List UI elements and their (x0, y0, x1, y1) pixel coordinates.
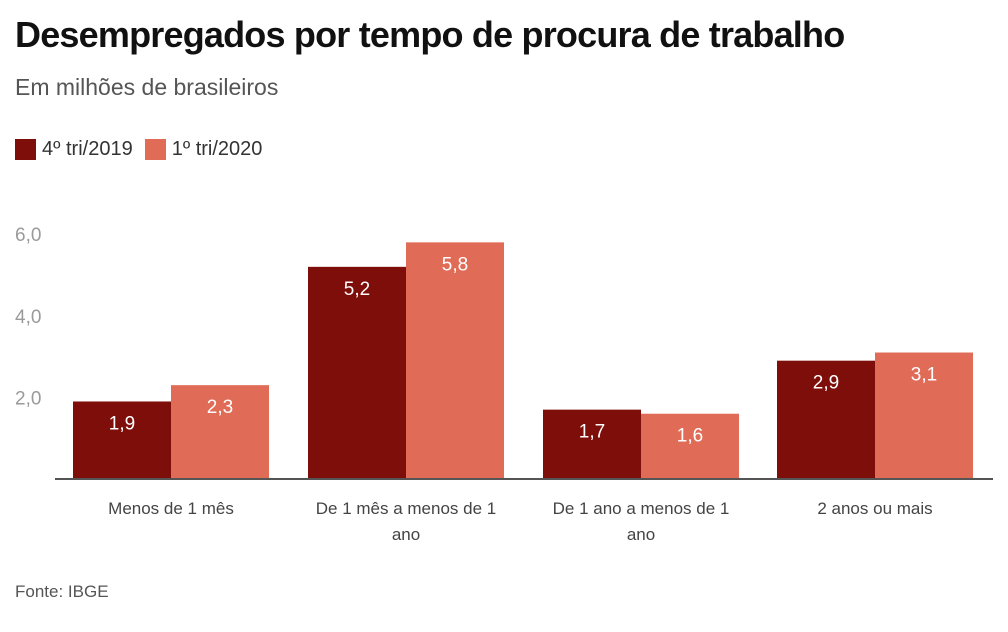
x-tick-label: 2 anos ou mais (817, 499, 932, 518)
legend-label-2019: 4º tri/2019 (42, 138, 133, 160)
legend: 4º tri/2019 1º tri/2020 (15, 138, 274, 161)
bar-2019 (308, 266, 406, 479)
y-tick-label: 6,0 (15, 225, 41, 246)
bar-2020 (641, 413, 739, 479)
data-label: 5,8 (442, 254, 468, 275)
data-label: 1,6 (677, 426, 703, 447)
data-label: 5,2 (344, 279, 370, 300)
y-tick-label: 2,0 (15, 388, 41, 409)
x-tick-label: Menos de 1 mês (108, 499, 234, 518)
data-label: 1,7 (579, 422, 605, 443)
x-tick-label: ano (627, 525, 655, 544)
x-tick-label: De 1 ano a menos de 1 (553, 499, 730, 518)
bar-2019 (543, 409, 641, 479)
bar-2020 (171, 385, 269, 479)
data-label: 1,9 (109, 413, 135, 434)
bar-2019 (73, 401, 171, 479)
source-note: Fonte: IBGE (15, 582, 109, 601)
data-label: 2,9 (813, 373, 839, 394)
chart-subtitle: Em milhões de brasileiros (15, 74, 279, 100)
legend-item-2020: 1º tri/2020 (144, 138, 263, 161)
x-tick-label: ano (392, 525, 420, 544)
y-tick-label: 4,0 (15, 307, 41, 328)
bar-2019 (777, 360, 875, 479)
data-label: 3,1 (911, 365, 937, 386)
bar-2020 (406, 242, 504, 479)
legend-item-2019: 4º tri/2019 (15, 138, 133, 161)
x-tick-label: De 1 mês a menos de 1 (316, 499, 496, 518)
chart-title: Desempregados por tempo de procura de tr… (15, 14, 845, 55)
legend-swatch-2019 (15, 139, 36, 160)
legend-label-2020: 1º tri/2020 (171, 138, 263, 160)
bar-2020 (875, 352, 973, 479)
data-label: 2,3 (207, 397, 233, 418)
legend-swatch-2020 (144, 139, 166, 160)
